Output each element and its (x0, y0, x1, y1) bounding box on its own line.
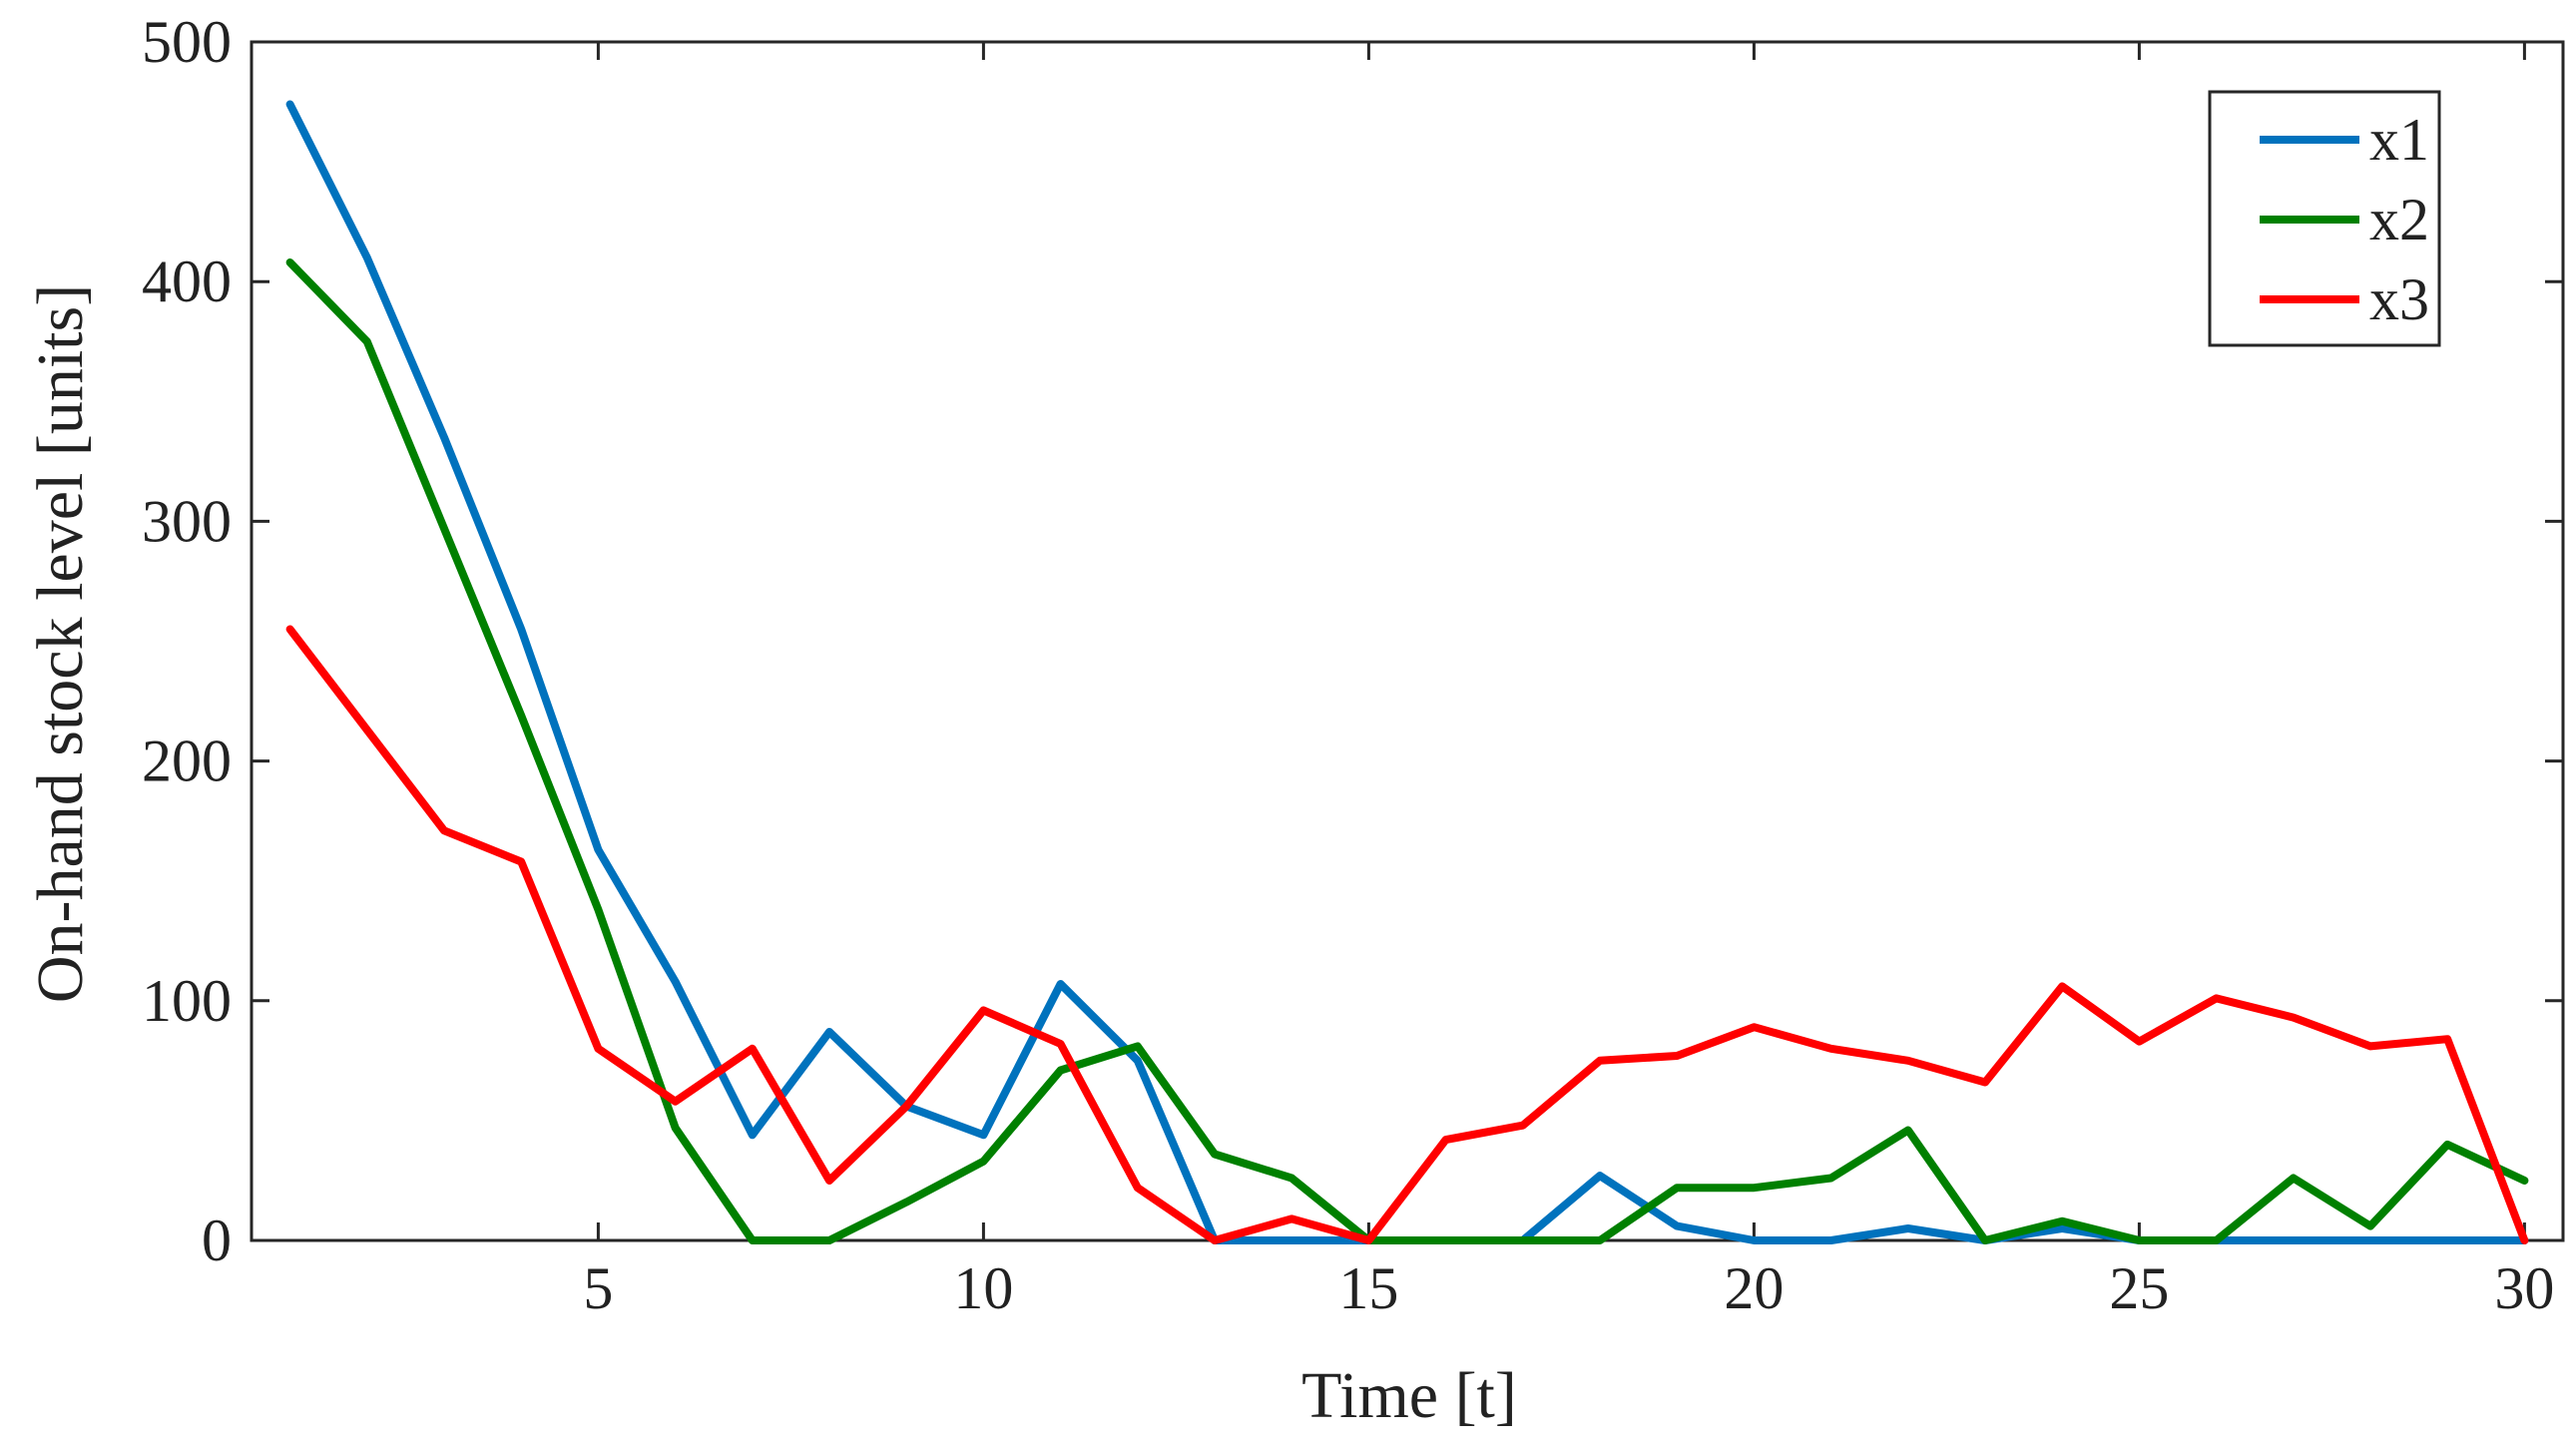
plot-frame (250, 40, 2565, 1242)
legend-label-x2: x2 (2369, 187, 2429, 252)
x-tick-label: 30 (2494, 1255, 2554, 1321)
legend-label-x3: x3 (2369, 266, 2429, 332)
y-tick-label: 200 (142, 728, 232, 794)
series-line-x3 (285, 625, 2529, 1244)
y-tick-label: 500 (142, 9, 232, 75)
x-tick-label: 25 (2109, 1255, 2169, 1321)
x-tick-label: 10 (953, 1255, 1013, 1321)
y-tick-label: 400 (142, 248, 232, 314)
x-tick-label: 5 (583, 1255, 613, 1321)
y-tick-label: 0 (202, 1208, 232, 1273)
y-tick-label: 100 (142, 968, 232, 1034)
y-axis-title: On-hand stock level [units] (24, 284, 97, 1003)
legend-label-x1: x1 (2369, 107, 2429, 173)
y-tick-label: 300 (142, 488, 232, 554)
x-axis-title: Time [t] (1301, 1359, 1517, 1432)
x-tick-label: 15 (1338, 1255, 1398, 1321)
x-tick-label: 20 (1724, 1255, 1784, 1321)
